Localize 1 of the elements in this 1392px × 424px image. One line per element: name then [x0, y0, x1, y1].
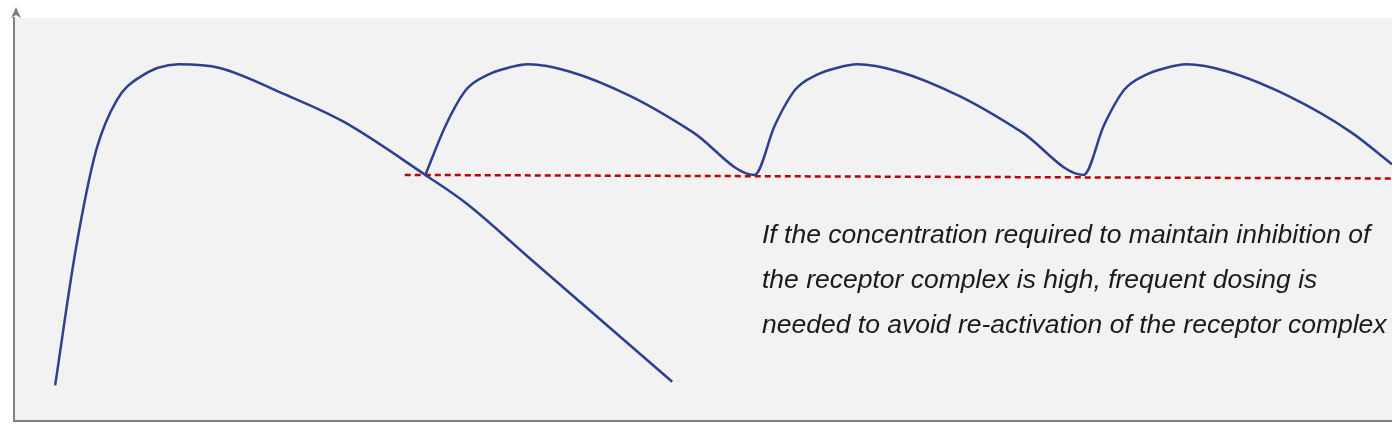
annotation: If the concentration required to maintain inhibition of the receptor complex is high, frequent dosing is needed to avoid re-activation of the receptor complex — [762, 218, 1388, 341]
